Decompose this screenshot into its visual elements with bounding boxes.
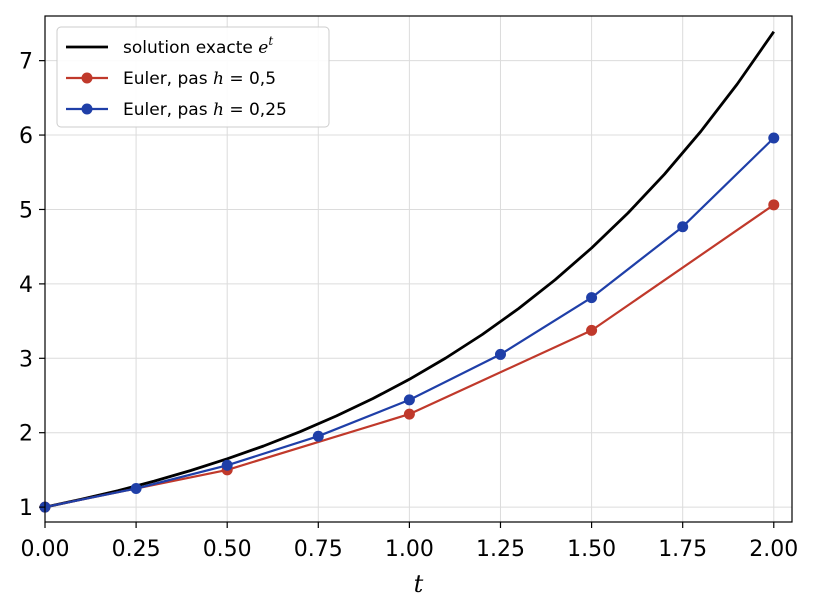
- y-tick-label: 2: [19, 422, 33, 447]
- y-tick-label: 4: [19, 273, 33, 298]
- data-point: [494, 348, 506, 360]
- plot-frame: [44, 15, 793, 523]
- x-tick-label: 2.00: [749, 537, 798, 562]
- series-line-0: [44, 30, 775, 509]
- series-layer: [39, 30, 780, 513]
- data-point: [312, 430, 324, 442]
- legend-label-2: Euler, pas h = 0,25: [123, 100, 287, 120]
- x-tick-label: 1.25: [476, 537, 525, 562]
- x-tick-label: 0.00: [21, 537, 70, 562]
- legend-text-part: Euler, pas: [123, 69, 213, 89]
- data-point: [586, 292, 598, 304]
- data-point: [586, 324, 598, 336]
- x-tick-label: 1.00: [385, 537, 434, 562]
- x-tick-label: 0.25: [112, 537, 161, 562]
- data-point: [677, 221, 689, 233]
- legend-math-part: h: [213, 100, 224, 120]
- data-point: [768, 199, 780, 211]
- y-tick-label: 7: [19, 50, 33, 75]
- legend-label-1: Euler, pas h = 0,5: [123, 69, 276, 89]
- x-tick-label: 1.50: [567, 537, 616, 562]
- legend-math-part: h: [213, 69, 224, 89]
- legend-marker-2: [81, 103, 93, 115]
- x-tick-label: 1.75: [658, 537, 707, 562]
- legend-math-part: e: [258, 38, 268, 58]
- x-axis-label: t: [414, 570, 424, 598]
- data-point: [403, 394, 415, 406]
- legend-text-part: solution exacte: [123, 38, 258, 58]
- legend-text-part: Euler, pas: [123, 100, 213, 120]
- legend-superscript: t: [268, 34, 273, 48]
- data-point: [130, 483, 142, 495]
- y-tick-label: 5: [19, 198, 33, 223]
- axis-ticks: 0.00 0.25 0.50 0.75 1.00 1.25 1.50 1.75 2.00 1 2 3 4…: [19, 50, 798, 562]
- data-point: [768, 132, 780, 144]
- y-tick-label: 6: [19, 124, 33, 149]
- data-point: [221, 459, 233, 471]
- y-tick-label: 3: [19, 347, 33, 372]
- x-tick-label: 0.50: [203, 537, 252, 562]
- legend-label-0: solution exacte et: [123, 34, 273, 58]
- x-tick-label: 0.75: [294, 537, 343, 562]
- y-tick-label: 1: [19, 496, 33, 521]
- legend-box: [56, 26, 330, 128]
- data-point: [403, 408, 415, 420]
- legend-rest-part: = 0,25: [224, 100, 287, 120]
- grid-lines: [44, 16, 792, 522]
- legend-marker-1: [81, 72, 93, 84]
- legend-rest-part: = 0,5: [224, 69, 276, 89]
